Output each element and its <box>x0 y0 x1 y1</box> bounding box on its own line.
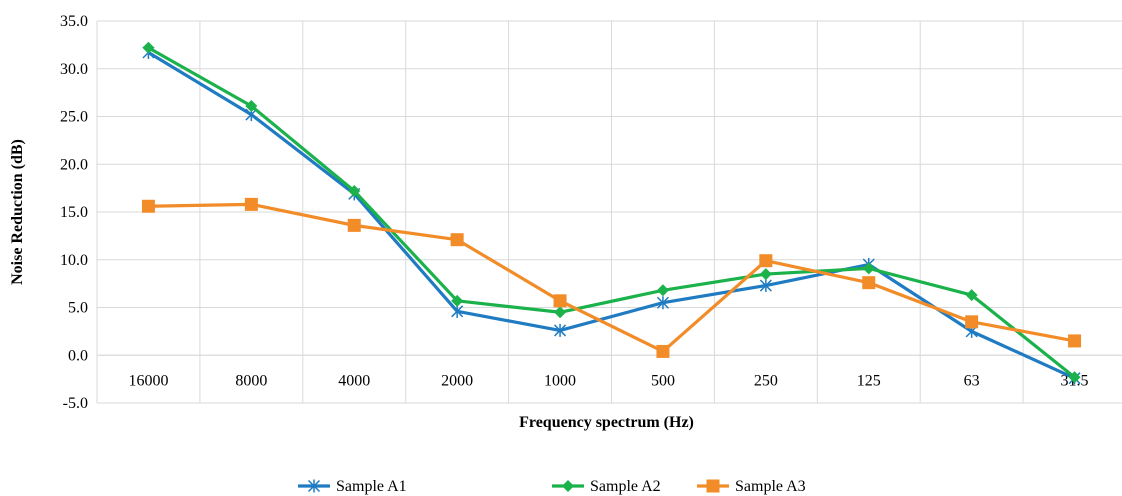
legend-item: Sample A1 <box>298 478 407 495</box>
data-point <box>862 276 876 290</box>
x-tick-label: 125 <box>857 372 881 389</box>
data-point <box>656 344 670 358</box>
series-line <box>147 46 1076 379</box>
y-tick-label: 10.0 <box>60 252 88 269</box>
legend-marker <box>307 479 321 493</box>
data-point <box>245 99 258 112</box>
legend: Sample A1 Sample A2 Sample A3 <box>298 478 806 495</box>
y-tick-label: 5.0 <box>68 300 88 317</box>
data-point <box>965 315 979 329</box>
y-tick-label: 20.0 <box>60 156 88 173</box>
legend-label: Sample A2 <box>590 478 661 495</box>
data-point <box>451 304 464 318</box>
legend-label: Sample A1 <box>336 478 407 495</box>
data-point <box>554 323 567 337</box>
series-line <box>147 51 1076 380</box>
y-axis-title: Noise Reduction (dB) <box>9 139 26 285</box>
data-point <box>451 294 464 307</box>
y-tick-label: 35.0 <box>60 13 88 30</box>
y-tick-label: 30.0 <box>60 61 88 78</box>
data-point <box>348 184 361 197</box>
y-tick-label: 25.0 <box>60 109 88 126</box>
data-point <box>347 218 361 232</box>
data-point <box>1068 371 1081 384</box>
data-point <box>965 289 978 302</box>
data-point <box>862 262 875 275</box>
y-tick-label: -5.0 <box>63 395 88 412</box>
x-axis-title: Frequency spectrum (Hz) <box>519 414 694 431</box>
data-point <box>554 306 567 319</box>
series-line <box>148 202 1075 354</box>
data-point <box>656 284 669 297</box>
x-tick-label: 1000 <box>544 372 576 389</box>
data-point <box>759 279 772 293</box>
data-point <box>759 268 772 281</box>
data-point <box>142 41 155 54</box>
data-point <box>656 296 669 310</box>
series-group <box>141 41 1082 385</box>
legend-marker <box>706 479 720 493</box>
data-point <box>244 197 258 211</box>
data-point <box>141 199 155 213</box>
data-point <box>553 294 567 308</box>
x-tick-label: 16000 <box>128 372 168 389</box>
x-tick-label: 4000 <box>338 372 370 389</box>
y-tick-label: 0.0 <box>68 347 88 364</box>
gridlines <box>96 20 1122 404</box>
legend-marker <box>562 480 574 492</box>
x-tick-label: 250 <box>754 372 778 389</box>
series-sample-a3 <box>141 197 1082 358</box>
x-tick-label: 8000 <box>235 372 267 389</box>
data-point <box>450 233 464 247</box>
legend-label: Sample A3 <box>735 478 806 495</box>
series-sample-a2 <box>142 41 1081 384</box>
x-tick-label: 63 <box>964 372 980 389</box>
x-tick-label: 500 <box>651 372 675 389</box>
data-point <box>759 254 773 268</box>
y-tick-label: 15.0 <box>60 204 88 221</box>
legend-item: Sample A3 <box>697 478 806 495</box>
x-tick-label: 2000 <box>441 372 473 389</box>
data-point <box>1068 334 1082 348</box>
legend-item: Sample A2 <box>552 478 661 495</box>
